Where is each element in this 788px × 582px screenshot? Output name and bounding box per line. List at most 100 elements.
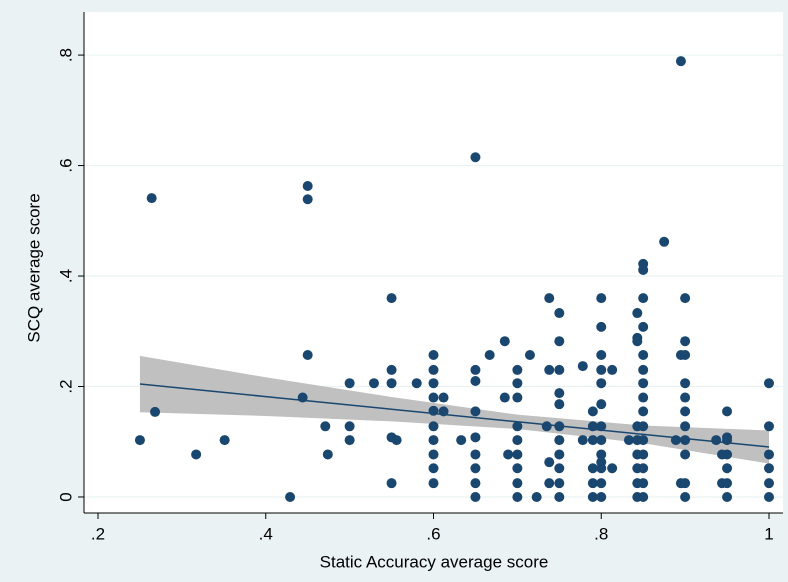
point — [596, 399, 607, 410]
point — [607, 364, 618, 375]
point — [680, 378, 691, 389]
point — [438, 392, 449, 403]
point — [680, 406, 691, 417]
point — [386, 378, 397, 389]
point — [554, 478, 565, 489]
y-tick-label: .8 — [56, 48, 75, 62]
point — [596, 463, 607, 474]
point — [544, 293, 555, 304]
point — [596, 350, 607, 361]
point — [512, 449, 523, 460]
point — [512, 491, 523, 502]
point — [680, 392, 691, 403]
point — [512, 378, 523, 389]
point — [638, 463, 649, 474]
point — [680, 293, 691, 304]
point — [554, 435, 565, 446]
point — [577, 435, 588, 446]
y-tick-label: .4 — [56, 269, 75, 283]
point — [512, 421, 523, 432]
point — [638, 293, 649, 304]
point — [344, 421, 355, 432]
point — [428, 478, 439, 489]
point — [638, 392, 649, 403]
point — [411, 378, 422, 389]
point — [386, 293, 397, 304]
point — [219, 435, 230, 446]
point — [428, 392, 439, 403]
point — [680, 336, 691, 347]
point — [531, 491, 542, 502]
point — [428, 364, 439, 375]
point — [554, 491, 565, 502]
point — [470, 152, 481, 163]
point — [302, 350, 313, 361]
point — [503, 449, 514, 460]
point — [544, 364, 555, 375]
point — [596, 435, 607, 446]
point — [544, 478, 555, 489]
point — [554, 308, 565, 319]
point — [680, 478, 691, 489]
point — [763, 378, 774, 389]
point — [484, 350, 495, 361]
point — [763, 421, 774, 432]
point — [512, 463, 523, 474]
point — [638, 364, 649, 375]
point — [587, 491, 598, 502]
point — [541, 421, 552, 432]
point — [722, 406, 733, 417]
point — [638, 421, 649, 432]
point — [587, 478, 598, 489]
point — [680, 491, 691, 502]
point — [470, 432, 481, 443]
point — [638, 406, 649, 417]
point — [470, 364, 481, 375]
point — [191, 449, 202, 460]
point — [632, 336, 643, 347]
point — [386, 478, 397, 489]
point — [607, 463, 618, 474]
point — [428, 350, 439, 361]
point — [596, 293, 607, 304]
point — [285, 491, 296, 502]
point — [577, 361, 588, 372]
y-tick-label: .6 — [56, 158, 75, 172]
confidence-band — [139, 355, 769, 464]
point — [680, 350, 691, 361]
point — [638, 478, 649, 489]
point — [344, 435, 355, 446]
point — [722, 463, 733, 474]
point — [722, 478, 733, 489]
point — [763, 463, 774, 474]
point — [368, 378, 379, 389]
point — [544, 457, 555, 468]
point — [134, 435, 145, 446]
point — [554, 364, 565, 375]
x-tick-label: .2 — [91, 524, 105, 543]
point — [638, 264, 649, 275]
point — [675, 56, 686, 67]
point — [632, 308, 643, 319]
y-tick-label: 0 — [56, 492, 75, 501]
point — [344, 378, 355, 389]
point — [428, 378, 439, 389]
point — [638, 491, 649, 502]
point — [470, 463, 481, 474]
point — [322, 449, 333, 460]
point — [554, 399, 565, 410]
point — [680, 435, 691, 446]
point — [596, 378, 607, 389]
point — [596, 364, 607, 375]
point — [596, 491, 607, 502]
point — [638, 350, 649, 361]
point — [386, 364, 397, 375]
point — [146, 193, 157, 204]
point — [512, 392, 523, 403]
point — [499, 392, 510, 403]
point — [150, 406, 161, 417]
y-tick-label: .2 — [56, 379, 75, 393]
point — [554, 388, 565, 399]
point — [763, 478, 774, 489]
